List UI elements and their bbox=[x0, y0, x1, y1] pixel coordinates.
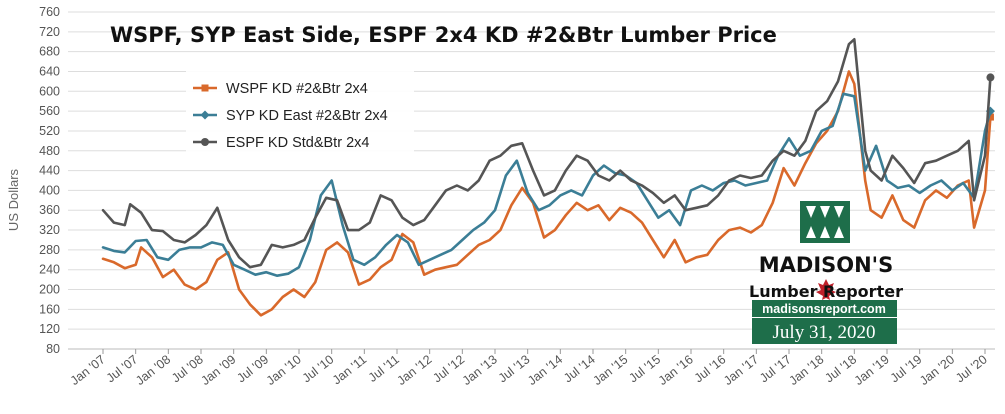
logo-mark-triangle-top bbox=[820, 206, 830, 218]
y-axis: 80 120 160 200 240 280 320 360 400 440 480 520 560 60… bbox=[39, 5, 60, 356]
y-tick-label: 240 bbox=[39, 263, 60, 277]
y-tick-label: 760 bbox=[39, 5, 60, 19]
series-group bbox=[101, 38, 995, 317]
series-end-marker bbox=[986, 113, 994, 121]
legend-label: ESPF KD Std&Btr 2x4 bbox=[226, 135, 369, 151]
x-tick-label: Jan '07 bbox=[68, 352, 108, 388]
logo-mark-triangle-top bbox=[806, 206, 816, 218]
madisons-logo: MADISON'S Lumber Reporter madisonsreport… bbox=[749, 201, 903, 344]
x-tick-label: Jul '10 bbox=[300, 352, 337, 385]
logo-site-band bbox=[752, 300, 897, 317]
y-tick-label: 400 bbox=[39, 183, 60, 197]
x-tick-label: Jan '17 bbox=[721, 352, 761, 388]
y-tick-label: 480 bbox=[39, 144, 60, 158]
series-line bbox=[101, 38, 992, 269]
series-3 bbox=[101, 38, 995, 269]
x-tick-label: Jan '12 bbox=[394, 352, 434, 388]
logo-date-band bbox=[752, 318, 897, 344]
y-tick-label: 80 bbox=[46, 342, 60, 356]
y-tick-label: 640 bbox=[39, 64, 60, 78]
y-tick-label: 520 bbox=[39, 124, 60, 138]
logo-name: MADISON'S bbox=[759, 253, 894, 277]
x-tick-label: Jan '11 bbox=[330, 352, 369, 387]
x-tick-label: Jan '19 bbox=[852, 352, 892, 388]
legend-label: WSPF KD #2&Btr 2x4 bbox=[226, 81, 368, 97]
legend-background bbox=[186, 70, 414, 156]
y-tick-label: 120 bbox=[39, 322, 60, 336]
x-tick-label: Jan '15 bbox=[590, 352, 630, 388]
y-tick-label: 560 bbox=[39, 104, 60, 118]
logo-mark-triangle-bottom bbox=[820, 226, 830, 238]
legend-marker bbox=[201, 138, 209, 146]
y-axis-label: US Dollars bbox=[6, 168, 21, 231]
legend-marker bbox=[201, 84, 209, 92]
x-tick-label: Jan '09 bbox=[198, 352, 238, 388]
x-tick-label: Jan '10 bbox=[264, 352, 304, 388]
x-tick-label: Jan '13 bbox=[460, 352, 500, 388]
logo-mark-triangle-top bbox=[834, 206, 844, 218]
logo-date: July 31, 2020 bbox=[773, 322, 876, 343]
y-tick-label: 320 bbox=[39, 223, 60, 237]
legend-label: SYP KD East #2&Btr 2x4 bbox=[226, 108, 388, 124]
y-tick-label: 600 bbox=[39, 84, 60, 98]
y-tick-label: 720 bbox=[39, 25, 60, 39]
chart-title: WSPF, SYP East Side, ESPF 2x4 KD #2&Btr … bbox=[110, 23, 777, 47]
chart-legend: WSPF KD #2&Btr 2x4 SYP KD East #2&Btr 2x4… bbox=[186, 70, 414, 156]
x-tick-label: Jan '08 bbox=[133, 352, 173, 388]
x-tick-label: Jan '18 bbox=[786, 352, 826, 388]
y-tick-label: 160 bbox=[39, 302, 60, 316]
logo-site: madisonsreport.com bbox=[762, 302, 886, 316]
series-line bbox=[101, 92, 992, 277]
logo-mark-triangle-bottom bbox=[806, 226, 816, 238]
series-end-marker bbox=[986, 73, 995, 82]
series-1 bbox=[101, 70, 994, 317]
series-line bbox=[101, 70, 992, 317]
y-tick-label: 440 bbox=[39, 164, 60, 178]
logo-sub: Lumber Reporter bbox=[749, 282, 903, 301]
y-tick-label: 280 bbox=[39, 243, 60, 257]
x-tick-label: Jan '14 bbox=[525, 352, 565, 388]
maple-leaf-icon bbox=[816, 279, 836, 300]
y-tick-label: 360 bbox=[39, 203, 60, 217]
logo-mark-triangle-bottom bbox=[834, 226, 844, 238]
y-tick-label: 680 bbox=[39, 45, 60, 59]
x-tick-label: Jan '20 bbox=[917, 352, 957, 388]
x-tick-label: Jul '20 bbox=[953, 352, 990, 385]
legend-marker bbox=[200, 110, 210, 120]
x-tick-label: Jan '16 bbox=[656, 352, 696, 388]
y-tick-label: 200 bbox=[39, 283, 60, 297]
